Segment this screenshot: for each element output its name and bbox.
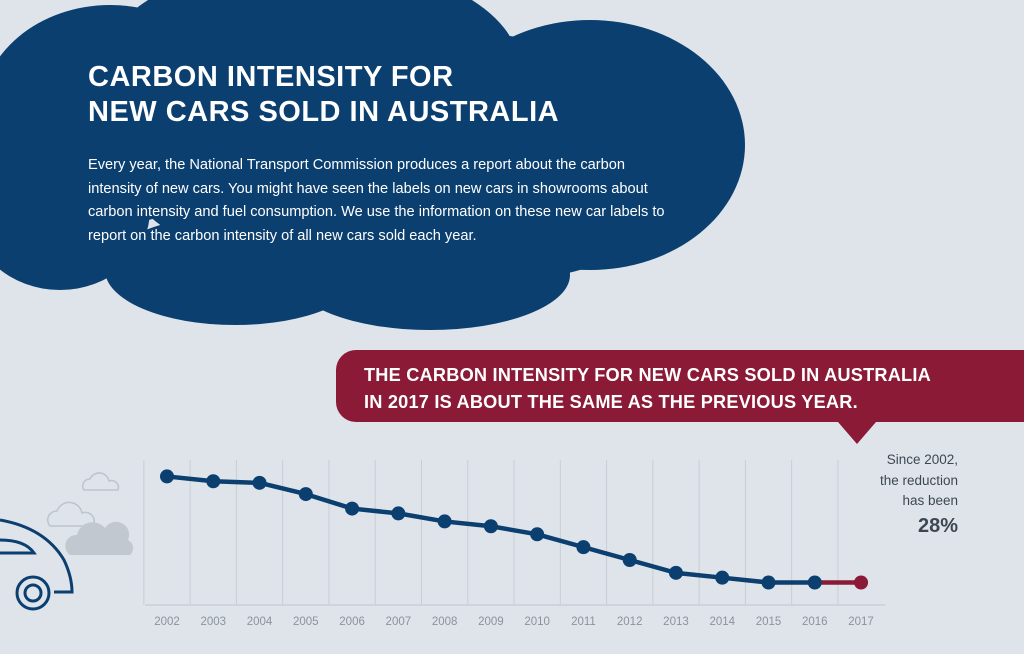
data-point	[807, 575, 822, 590]
data-point	[483, 519, 498, 534]
intro-paragraph: Every year, the National Transport Commi…	[88, 157, 665, 244]
page-title: CARBON INTENSITY FOR NEW CARS SOLD IN AU…	[88, 60, 559, 130]
x-tick-label: 2015	[756, 616, 782, 628]
x-tick-label: 2011	[571, 616, 596, 628]
data-point	[298, 487, 313, 502]
title-line-1: CARBON INTENSITY FOR	[88, 61, 454, 93]
car-icon	[0, 518, 74, 611]
x-tick-label: 2002	[154, 616, 180, 628]
x-tick-label: 2003	[200, 616, 226, 628]
title-line-2: NEW CARS SOLD IN AUSTRALIA	[88, 96, 560, 128]
data-point	[530, 527, 545, 542]
note-line-1: Since 2002,	[886, 452, 958, 467]
banner-message: THE CARBON INTENSITY FOR NEW CARS SOLD I…	[364, 362, 931, 416]
data-point	[160, 469, 174, 484]
data-point	[668, 565, 683, 580]
reduction-value: 28%	[917, 514, 958, 537]
data-point	[252, 475, 267, 490]
data-point	[437, 514, 452, 529]
cloud-shape	[0, 0, 745, 330]
cloud-icon	[46, 472, 120, 527]
x-tick-label: 2006	[339, 616, 365, 628]
data-point	[715, 570, 730, 585]
data-point	[345, 501, 360, 516]
x-tick-label: 2014	[709, 616, 735, 628]
data-point	[622, 553, 637, 567]
banner-line-1: THE CARBON INTENSITY FOR NEW CARS SOLD I…	[364, 365, 931, 385]
x-tick-label: 2004	[247, 616, 273, 628]
reduction-note: Since 2002, the reduction has been 28%	[880, 450, 958, 540]
banner-shape	[336, 350, 1024, 444]
x-tick-label: 2013	[663, 616, 689, 628]
banner-line-2: IN 2017 IS ABOUT THE SAME AS THE PREVIOU…	[364, 392, 858, 412]
x-tick-label: 2012	[617, 616, 643, 628]
x-tick-label: 2009	[478, 616, 504, 628]
x-tick-label: 2007	[386, 616, 412, 628]
x-tick-label: 2016	[802, 616, 828, 628]
data-point	[761, 575, 776, 590]
x-tick-label: 2005	[293, 616, 319, 628]
cloud-icon	[65, 521, 134, 555]
note-line-2: the reduction	[879, 472, 958, 488]
data-point	[854, 575, 869, 590]
x-tick-label: 2010	[524, 616, 550, 628]
data-point	[206, 474, 221, 489]
data-point	[391, 506, 406, 521]
x-tick-label: 2008	[432, 616, 458, 628]
x-tick-label: 2017	[848, 616, 874, 628]
data-point	[576, 540, 591, 555]
note-line-3: has been	[902, 493, 958, 508]
